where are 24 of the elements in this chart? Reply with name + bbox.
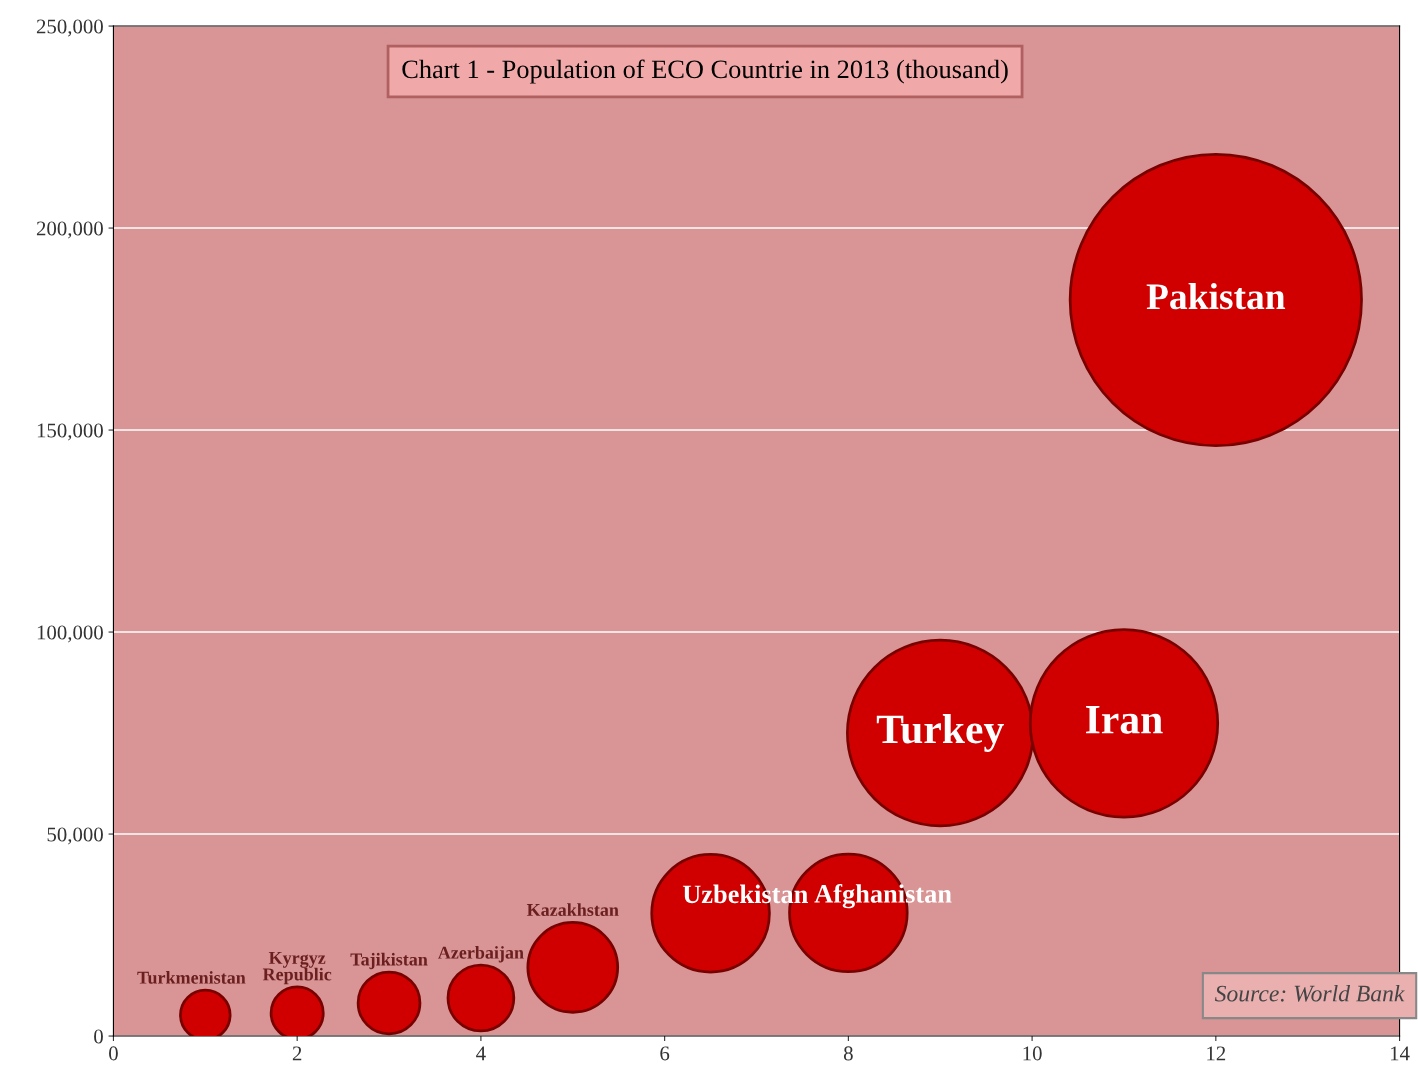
x-tick-label: 14 — [1390, 1046, 1410, 1061]
x-tick-label: 8 — [843, 1046, 853, 1061]
x-tick-label: 12 — [1207, 1046, 1226, 1061]
annotation: Turkey — [876, 714, 1004, 752]
chart-title: Chart 1 - Population of ECO Countrie in 2013 (thousand) — [402, 59, 1008, 84]
annotation: Kyrgyz Republic — [262, 952, 332, 985]
annotation: Iran — [1086, 706, 1163, 734]
y-tick-label: 150,000 — [37, 423, 103, 441]
annotation: Pakistan — [1146, 282, 1286, 310]
x-tick-label: 6 — [660, 1046, 670, 1061]
y-tick-label: 100,000 — [37, 625, 103, 643]
y-tick-label: 50,000 — [47, 827, 103, 845]
x-tick-label: 2 — [292, 1046, 302, 1061]
y-tick-label: 200,000 — [36, 221, 103, 239]
y-tick-label: 250,000 — [36, 19, 103, 37]
annotation: Azerbaijan — [437, 946, 524, 963]
annotation: Kazakhstan — [526, 903, 619, 917]
x-tick-label: 0 — [109, 1046, 118, 1061]
annotation: Tajikistan — [350, 952, 428, 970]
annotation: Source: World Bank — [1214, 984, 1405, 1002]
x-tick-label: 10 — [1023, 1046, 1042, 1061]
annotation: Turkmenistan — [137, 971, 246, 984]
x-tick-label: 4 — [476, 1046, 486, 1061]
y-tick-label: 0 — [94, 1029, 103, 1044]
